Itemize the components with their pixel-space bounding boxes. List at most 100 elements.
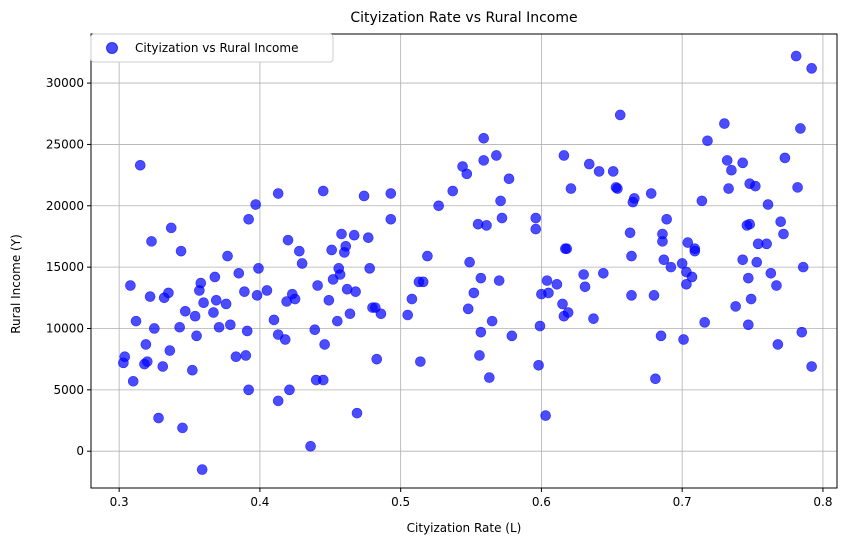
data-point <box>484 372 495 383</box>
data-point <box>149 323 160 334</box>
data-point <box>317 185 329 197</box>
data-point <box>481 220 492 231</box>
data-point <box>626 290 637 301</box>
axes: 0.3 0.4 0.5 0.6 0.7 0.8 0 5000 10000 15000 20000 25… <box>46 76 833 509</box>
data-point <box>562 307 574 318</box>
data-point <box>790 50 802 62</box>
data-point <box>779 152 791 164</box>
data-point <box>530 223 542 235</box>
y-tick-label: 20000 <box>46 199 84 213</box>
data-point <box>319 339 330 350</box>
data-point <box>565 183 577 194</box>
data-point <box>696 195 708 207</box>
data-point <box>795 123 806 134</box>
y-tick-label: 0 <box>76 444 84 458</box>
data-point <box>772 339 784 350</box>
data-point <box>323 294 335 306</box>
data-point <box>743 272 754 284</box>
y-tick-label: 30000 <box>46 76 84 90</box>
data-point <box>142 356 153 367</box>
data-point <box>375 308 387 320</box>
data-point <box>624 227 636 239</box>
x-tick-label: 0.3 <box>110 495 129 509</box>
data-point <box>775 216 786 228</box>
data-point <box>533 359 544 371</box>
plot-area <box>91 34 837 488</box>
data-point <box>268 314 280 326</box>
data-point <box>629 193 640 204</box>
data-point <box>191 330 202 342</box>
data-point <box>737 254 748 266</box>
data-point <box>534 320 546 332</box>
data-point <box>127 375 139 387</box>
data-point <box>686 271 698 283</box>
data-point <box>464 256 475 268</box>
data-point <box>765 267 777 279</box>
data-point <box>309 324 321 336</box>
data-point <box>284 384 295 396</box>
data-point <box>272 188 284 199</box>
data-point <box>745 293 757 305</box>
data-point <box>689 243 701 255</box>
data-point <box>187 364 198 376</box>
data-point <box>208 307 219 318</box>
data-point <box>699 317 710 328</box>
data-point <box>726 164 737 176</box>
data-point <box>540 410 551 421</box>
data-point <box>650 373 661 385</box>
data-point <box>506 330 518 342</box>
data-point <box>230 351 242 363</box>
data-point <box>778 228 789 240</box>
data-point <box>250 199 261 210</box>
data-point <box>243 213 254 225</box>
data-point <box>175 245 187 257</box>
y-tick-label: 10000 <box>46 321 84 335</box>
data-point <box>177 422 188 434</box>
data-point <box>796 326 808 338</box>
data-point <box>362 232 374 243</box>
y-axis-label: Rural Income (Y) <box>9 234 23 334</box>
data-point <box>210 294 222 306</box>
x-tick-label: 0.8 <box>813 495 832 509</box>
data-point <box>417 276 429 288</box>
data-point <box>530 212 542 224</box>
data-point <box>153 412 164 424</box>
data-point <box>806 361 817 372</box>
data-point <box>225 319 236 331</box>
data-point <box>180 306 191 317</box>
y-tick-label: 5000 <box>53 383 84 397</box>
data-point <box>371 353 383 365</box>
data-point <box>579 281 591 293</box>
data-point <box>251 290 263 301</box>
x-tick-label: 0.4 <box>250 495 269 509</box>
legend-box <box>90 33 334 63</box>
data-point <box>144 291 156 302</box>
x-axis-label: Cityization Rate (L) <box>407 521 522 535</box>
data-point <box>385 213 397 225</box>
data-point <box>241 325 253 337</box>
data-point <box>475 326 487 338</box>
data-point <box>681 279 692 290</box>
data-point <box>744 218 756 230</box>
data-point <box>336 228 347 240</box>
data-point <box>213 321 225 333</box>
data-point <box>588 313 599 324</box>
plot-frame <box>90 33 838 489</box>
data-point <box>551 279 563 290</box>
data-point <box>771 280 782 291</box>
data-point <box>558 150 570 161</box>
data-point <box>402 309 413 321</box>
data-point <box>676 258 688 269</box>
data-point <box>665 261 677 273</box>
data-point <box>174 321 185 333</box>
data-point <box>422 250 433 262</box>
data-point <box>233 267 245 279</box>
data-point <box>189 310 201 322</box>
data-point <box>433 200 444 212</box>
data-point <box>543 287 554 299</box>
data-point <box>658 254 670 266</box>
data-point <box>475 272 487 284</box>
data-point <box>657 228 668 240</box>
data-point <box>648 290 660 301</box>
data-point <box>253 263 264 274</box>
